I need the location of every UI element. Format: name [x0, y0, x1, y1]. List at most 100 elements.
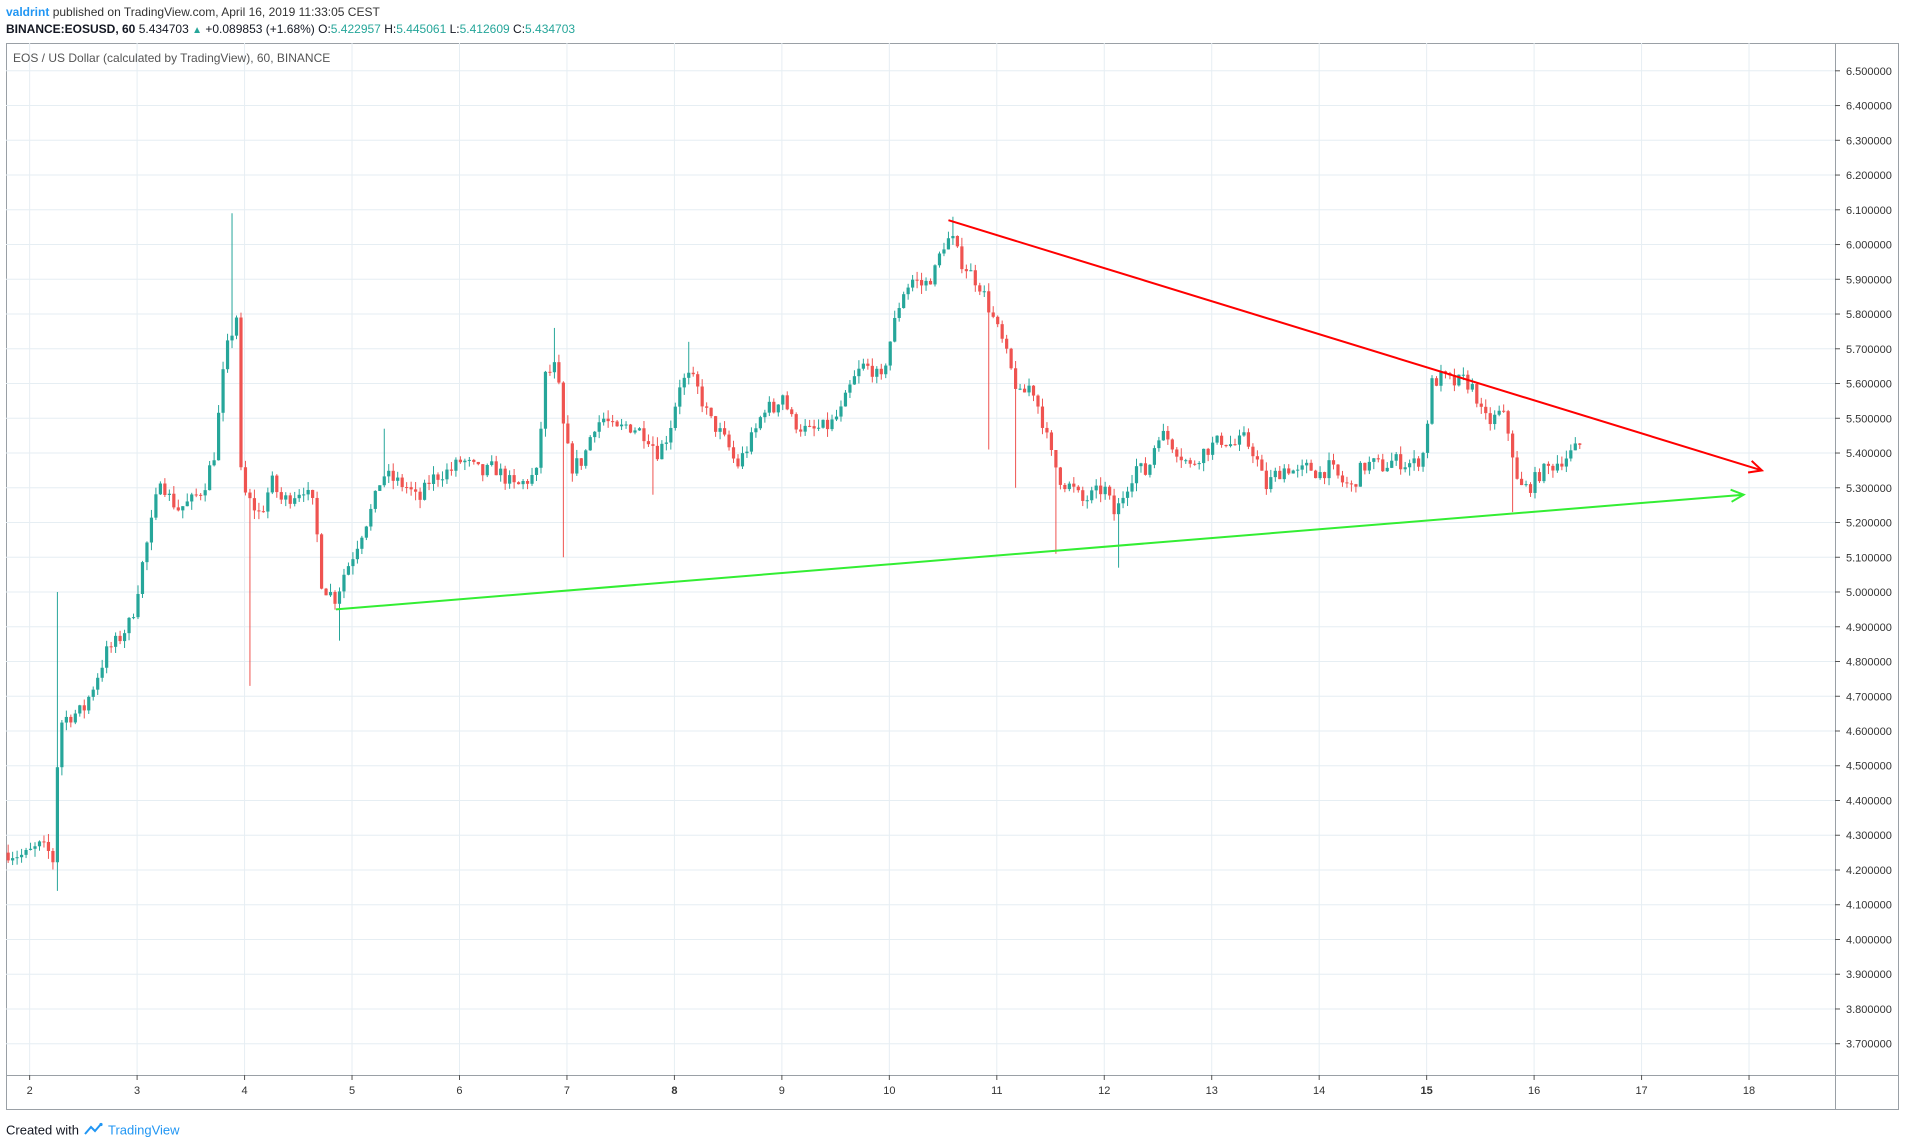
candle [324, 587, 328, 596]
x-tick-label: 18 [1743, 1085, 1755, 1097]
trendline-drawings[interactable] [335, 219, 1765, 611]
support-trendline-line[interactable] [335, 493, 1744, 611]
candle [570, 441, 574, 482]
candle [1511, 430, 1515, 513]
candle [790, 406, 794, 417]
candle-body [1519, 478, 1524, 486]
time-axis[interactable]: 2 3 4 5 6 7 8 9 10 11 12 13 14 15 16 17 18 [27, 1075, 1756, 1097]
candle-body [1139, 463, 1143, 467]
candle-body [615, 421, 619, 427]
candle [1318, 466, 1322, 480]
candle-body [1161, 430, 1165, 441]
support-trendline[interactable] [335, 488, 1746, 611]
y-tick-label: 4.100000 [1846, 900, 1892, 912]
candle-body [221, 369, 225, 413]
candle-body [1399, 454, 1403, 470]
candle [396, 471, 400, 486]
candle-body [293, 498, 297, 504]
y-tick-label: 6.000000 [1846, 240, 1892, 252]
candle [208, 460, 212, 491]
candle [1090, 486, 1094, 504]
candle [311, 489, 315, 505]
candle-body [422, 482, 427, 500]
candle [937, 251, 942, 268]
candle [530, 467, 534, 486]
candle [181, 506, 185, 519]
candle-body [306, 489, 310, 495]
candle [1076, 485, 1080, 493]
resistance-trendline[interactable] [948, 219, 1765, 474]
candle-body [1184, 460, 1188, 462]
candle-body [87, 696, 91, 711]
resistance-trendline-line[interactable] [948, 219, 1763, 472]
candle [1130, 474, 1134, 498]
candle [866, 358, 870, 370]
candle-body [1340, 475, 1345, 483]
high-value: 5.445061 [396, 22, 447, 36]
candle-body [82, 705, 86, 711]
y-tick-label: 5.900000 [1846, 274, 1892, 286]
price-chart[interactable]: EOS / US Dollar (calculated by TradingVi… [6, 43, 1899, 1110]
candle [351, 552, 355, 575]
candle [548, 364, 552, 376]
candle [919, 272, 924, 294]
candle-body [373, 490, 377, 509]
candle-body [136, 593, 140, 618]
candle [503, 465, 507, 490]
author-link[interactable]: valdrint [6, 5, 50, 19]
candle-body [190, 494, 194, 502]
candle [409, 481, 413, 496]
candle [1515, 451, 1519, 480]
candle [669, 420, 673, 450]
candle [1493, 410, 1497, 430]
candlestick-series [6, 213, 1582, 891]
candle-body [140, 562, 145, 594]
price-axis[interactable]: 3.700000 3.800000 3.900000 4.000000 4.100000… [1835, 66, 1892, 1051]
candle-body [387, 470, 391, 477]
candle-body [1461, 374, 1465, 376]
candle-body [176, 507, 180, 511]
candle-body [655, 445, 659, 460]
candle [431, 466, 436, 491]
candle [82, 699, 86, 719]
candle-body [485, 464, 489, 476]
x-tick-label: 3 [134, 1085, 140, 1097]
candle [1085, 495, 1089, 509]
candle-body [534, 467, 539, 475]
candle-body [1260, 459, 1264, 471]
candle [1255, 450, 1259, 467]
candle [848, 380, 852, 399]
candle-body [1403, 467, 1407, 470]
tradingview-brand-link[interactable]: TradingView [108, 1122, 180, 1138]
candle-body [1349, 483, 1354, 485]
candle-body [1040, 406, 1045, 428]
candle-body [1430, 378, 1434, 424]
candle-body [51, 850, 55, 863]
candle-body [319, 534, 324, 589]
candle [1193, 460, 1197, 466]
candle [1009, 347, 1013, 370]
candle [1031, 385, 1036, 402]
candle [915, 271, 919, 289]
candle-body [346, 566, 351, 575]
x-tick-label: 15 [1421, 1085, 1433, 1097]
candle-body [933, 265, 937, 285]
candle [987, 283, 991, 450]
candle [46, 834, 51, 859]
chart-area[interactable]: EOS / US Dollar (calculated by TradingVi… [6, 43, 1899, 1110]
candle [767, 396, 771, 417]
candle [1067, 481, 1071, 492]
candle [297, 489, 301, 502]
candle [714, 415, 718, 437]
candle-body [803, 425, 807, 432]
candle-body [1318, 472, 1322, 479]
candle-body [1125, 491, 1130, 498]
candle-body [987, 291, 991, 313]
candle [821, 419, 825, 429]
candle-body [463, 460, 467, 463]
candle [825, 412, 830, 437]
candle-body [360, 537, 364, 549]
candle-body [516, 482, 521, 485]
candle-body [449, 469, 454, 471]
candle [516, 481, 521, 485]
